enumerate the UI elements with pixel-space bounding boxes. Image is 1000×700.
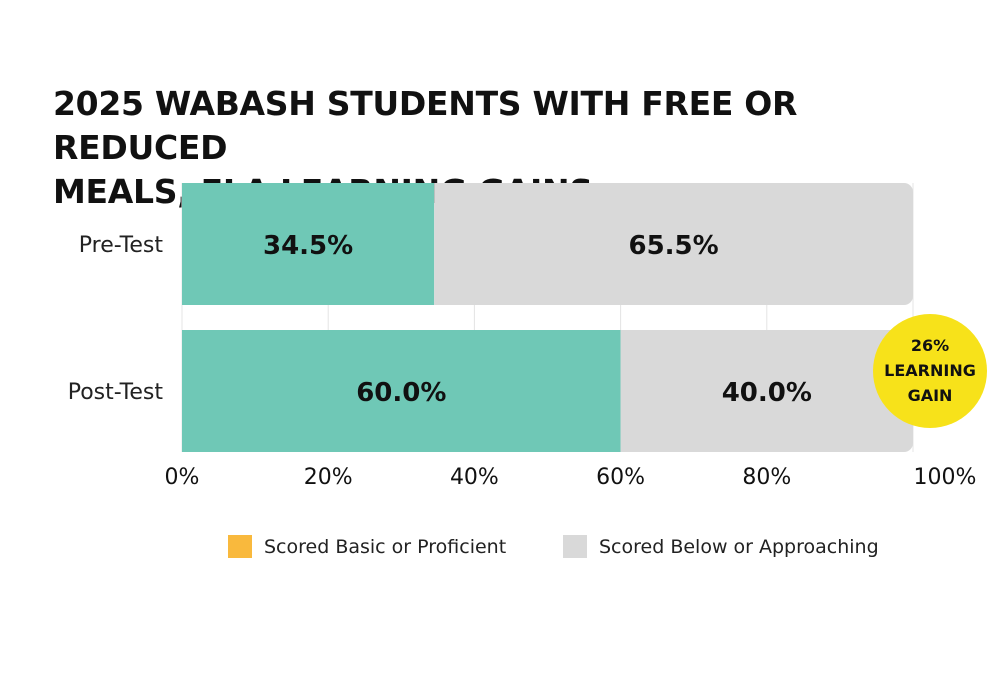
bar-post-test-series-1 xyxy=(182,330,621,452)
x-axis-tick-labels: 0% 20% 40% 60% 80% 100% xyxy=(165,465,977,490)
legend: Scored Basic or Proficient Scored Below o… xyxy=(228,535,879,558)
learning-gain-callout: 26% LEARNING GAIN xyxy=(873,314,987,428)
callout-text-line: LEARNING xyxy=(884,361,976,380)
x-tick-label: 20% xyxy=(304,465,353,490)
x-tick-label: 0% xyxy=(165,465,200,490)
callout-text-line: 26% xyxy=(911,336,949,355)
legend-label-2: Scored Below or Approaching xyxy=(599,536,879,558)
legend-swatch-1 xyxy=(228,535,252,558)
x-tick-label: 100% xyxy=(914,465,977,490)
bars-layer: 34.5% 65.5% 60.0% 40.0% xyxy=(182,183,913,452)
callout-circle xyxy=(873,314,987,428)
x-tick-label: 40% xyxy=(450,465,499,490)
category-label-post-test: Post-Test xyxy=(68,380,164,405)
category-labels: Pre-Test Post-Test xyxy=(68,233,164,405)
callout-text-line: GAIN xyxy=(908,386,953,405)
chart-title-line-1: 2025 WABASH STUDENTS WITH FREE OR REDUCE… xyxy=(53,84,798,167)
bar-post-test-series-2 xyxy=(620,330,913,452)
bar-value-label: 65.5% xyxy=(628,231,718,261)
category-label-pre-test: Pre-Test xyxy=(79,233,164,258)
legend-swatch-2 xyxy=(563,535,587,558)
x-tick-label: 80% xyxy=(742,465,791,490)
bar-value-label: 34.5% xyxy=(263,231,353,261)
bar-value-label: 40.0% xyxy=(722,378,812,408)
bar-pre-test-series-1 xyxy=(182,183,435,305)
legend-label-1: Scored Basic or Proficient xyxy=(264,536,506,558)
bar-pre-test-series-2 xyxy=(434,183,913,305)
x-tick-label: 60% xyxy=(596,465,645,490)
bar-value-label: 60.0% xyxy=(356,378,446,408)
